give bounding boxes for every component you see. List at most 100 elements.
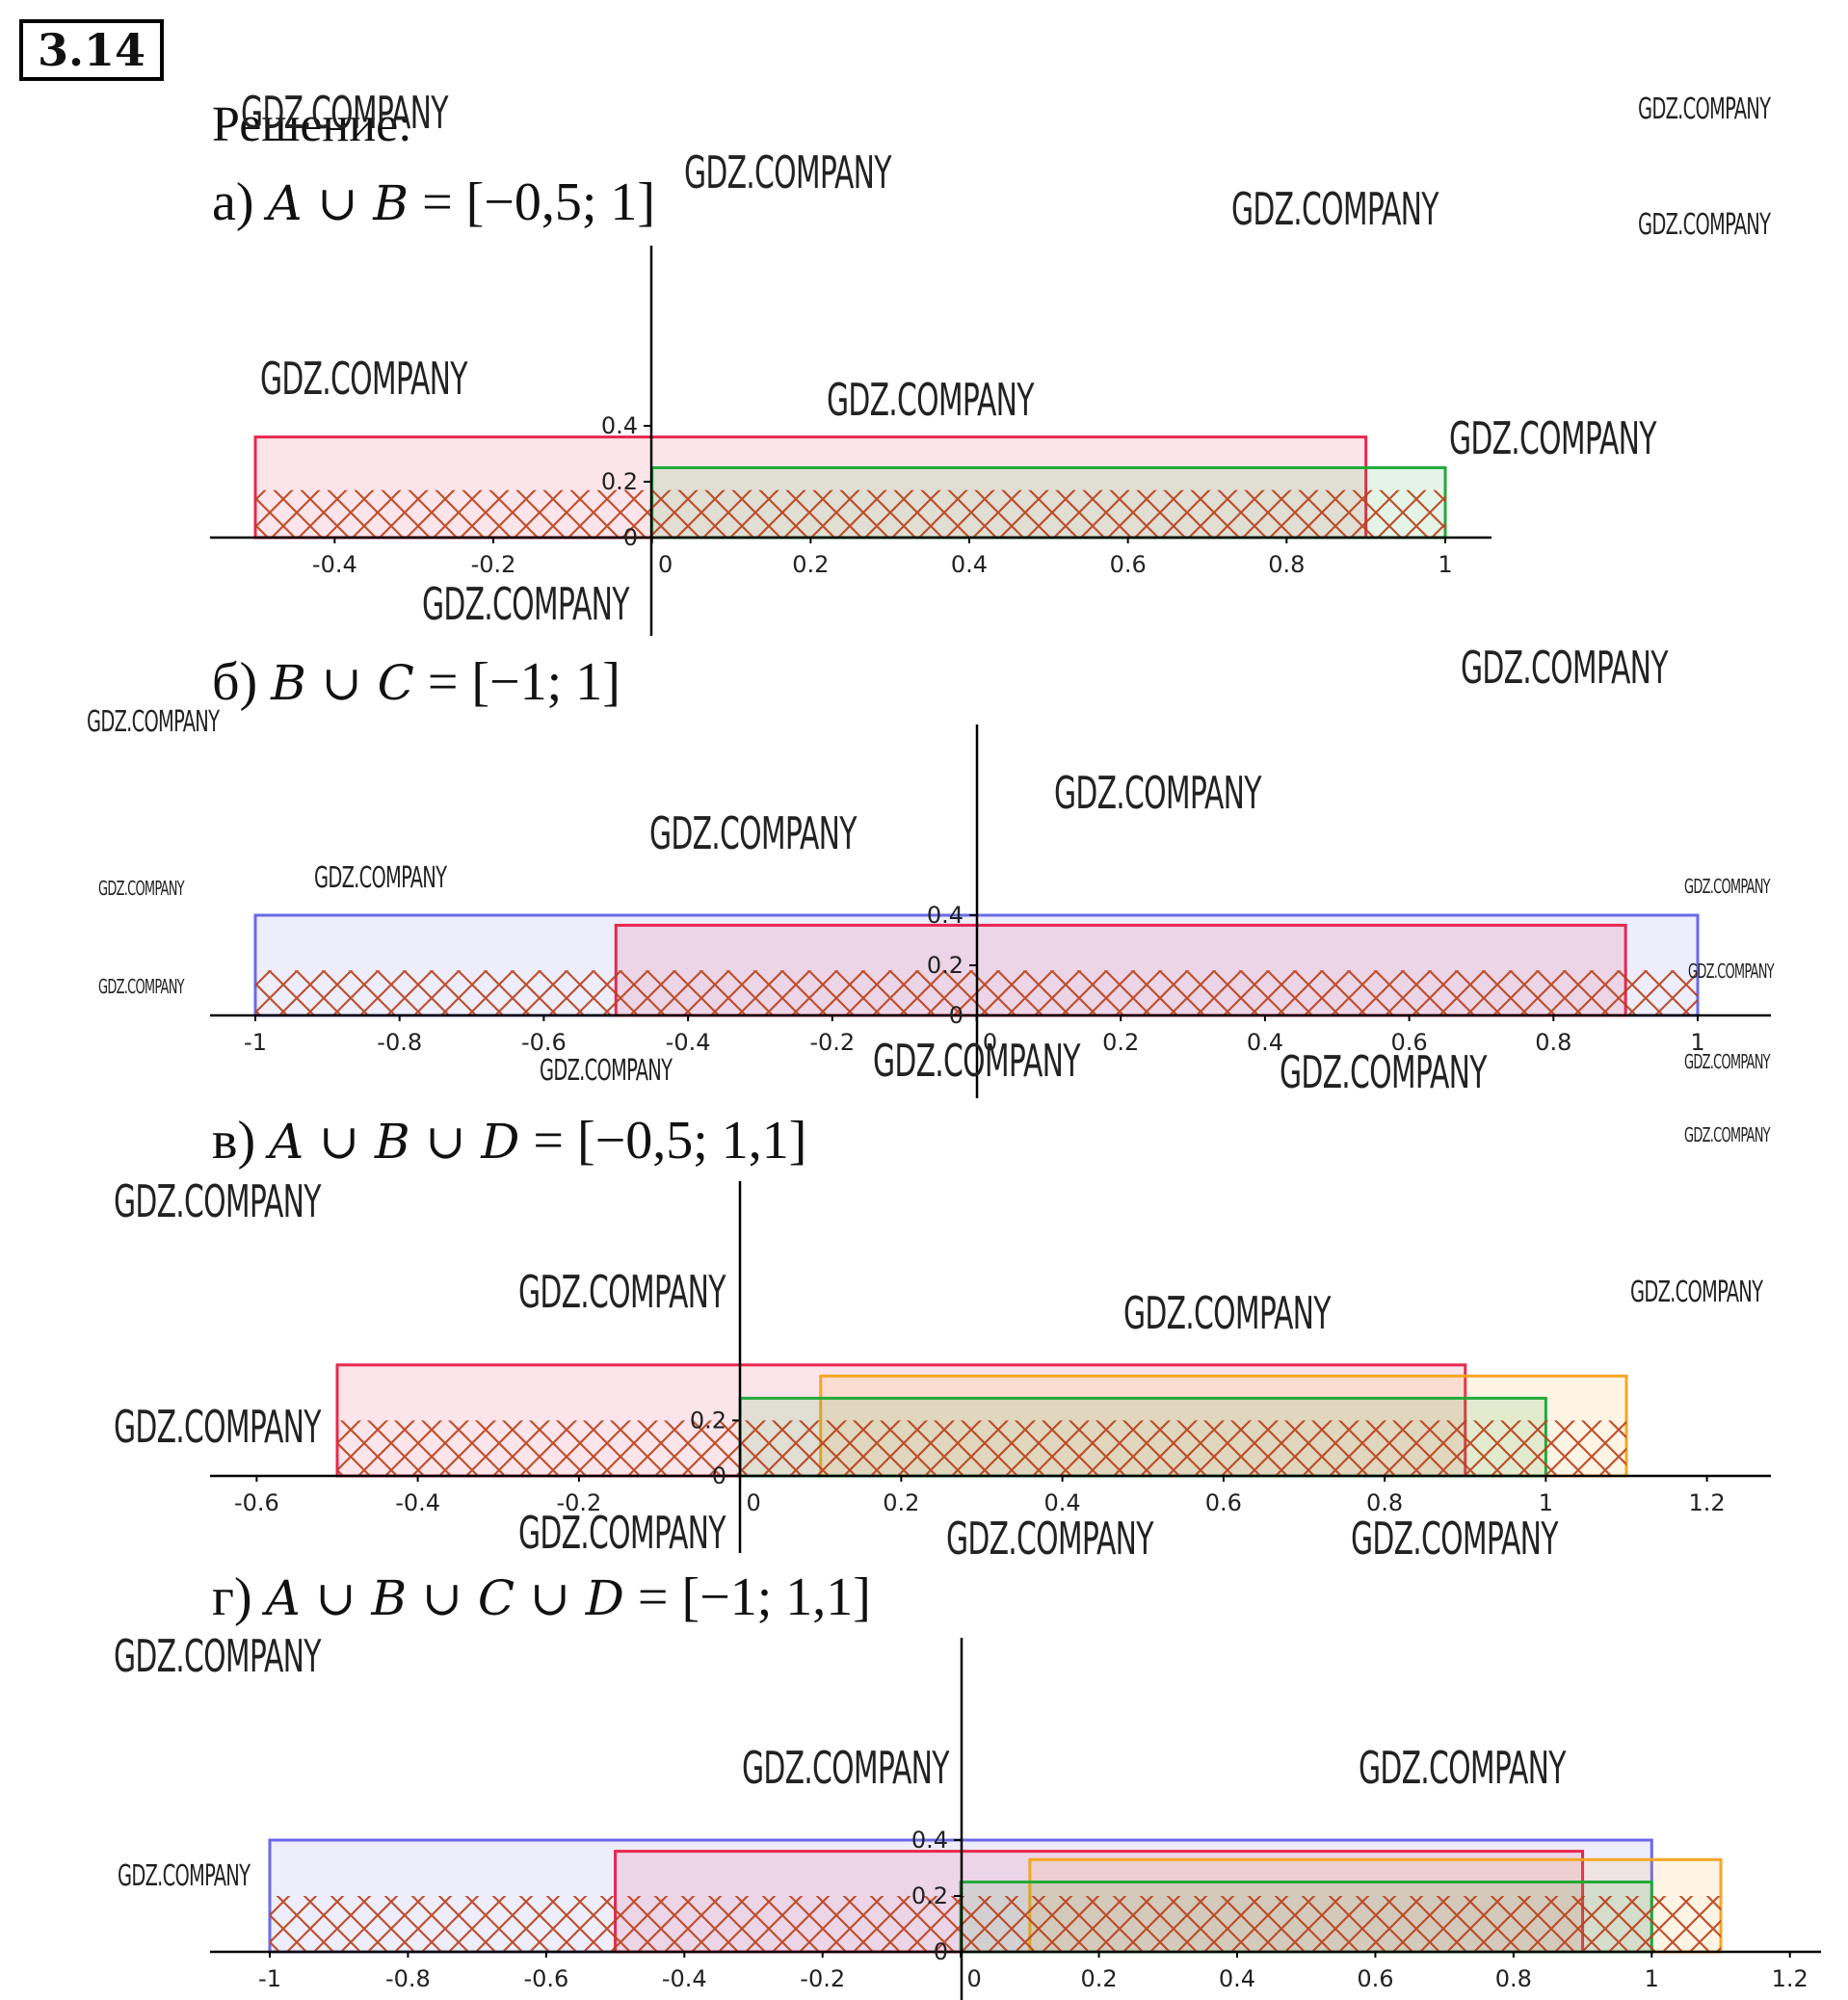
x-tick-label: 0	[983, 1029, 997, 1056]
y-tick-label: 0.2	[601, 468, 638, 495]
watermark: GDZ.COMPANY	[1123, 1287, 1331, 1339]
watermark: GDZ.COMPANY	[1461, 642, 1668, 694]
y-tick-label: 0.4	[927, 902, 964, 929]
x-tick-label: 1	[1539, 1489, 1553, 1516]
x-tick-label: 0.4	[951, 551, 988, 578]
x-tick-label: 0	[967, 1965, 982, 1992]
watermark: GDZ.COMPANY	[684, 146, 891, 198]
chart-panel-2: -0.6 -0.4 -0.2 0 0.2 0.4 0.6 0.8 1 1.2 0.2 0	[210, 1181, 1771, 1553]
chart-panel-1: -1 -0.8 -0.6 -0.4 -0.2 0 0.2 0.4 0.6 0.8 1 0.4 0.2 0	[210, 724, 1771, 1098]
x-tick-label: 0.6	[1357, 1965, 1393, 1992]
watermark: GDZ.COMPANY	[518, 1266, 726, 1318]
x-tick-label: -0.2	[800, 1965, 845, 1992]
x-tick-label: 0.8	[1535, 1029, 1571, 1056]
watermark: GDZ.COMPANY	[1054, 767, 1261, 819]
watermark: GDZ.COMPANY	[742, 1742, 949, 1794]
x-tick-label: -0.2	[471, 551, 516, 578]
answer-b-label: б)	[212, 652, 258, 712]
x-tick-label: 0.6	[1110, 551, 1147, 578]
answer-a-result: = [−0,5; 1]	[422, 172, 656, 232]
watermark: GDZ.COMPANY	[114, 1630, 321, 1682]
x-tick-label: -0.6	[234, 1489, 279, 1516]
union-hatch	[337, 1420, 1626, 1476]
watermark: GDZ.COMPANY	[1684, 1123, 1771, 1146]
x-tick-label: 1.2	[1772, 1965, 1808, 1992]
watermark: GDZ.COMPANY	[827, 374, 1034, 426]
answer-g-result: = [−1; 1,1]	[637, 1567, 871, 1627]
x-tick-label: -0.6	[521, 1029, 567, 1056]
x-tick-label: 1	[1645, 1965, 1659, 1992]
y-tick-label: 0	[949, 1002, 964, 1029]
chart-panel-3: -1 -0.8 -0.6 -0.4 -0.2 0 0.2 0.4 0.6 0.8 1 1.2 0.4 0.…	[210, 1638, 1821, 2000]
watermark: GDZ.COMPANY	[114, 1401, 321, 1453]
x-tick-label: -1	[258, 1965, 281, 1992]
y-tick-label: 0.2	[690, 1407, 726, 1434]
x-tick-label: 0.6	[1205, 1489, 1242, 1516]
watermark: GDZ.COMPANY	[649, 807, 857, 859]
x-tick-label: 0.2	[883, 1489, 919, 1516]
x-tick-label: 1	[1438, 551, 1452, 578]
x-tick-label: 0	[658, 551, 673, 578]
x-tick-label: -0.4	[395, 1489, 440, 1516]
x-tick-label: 0.8	[1366, 1489, 1403, 1516]
watermark: GDZ.COMPANY	[241, 87, 448, 139]
answer-v: в) A ∪ B ∪ D = [−0,5; 1,1]	[212, 1110, 806, 1171]
watermark: GDZ.COMPANY	[1280, 1046, 1487, 1098]
watermark: GDZ.COMPANY	[422, 578, 629, 630]
y-tick-label: 0	[712, 1462, 726, 1489]
solution-heading: Решение:	[212, 97, 412, 152]
x-tick-label: 0	[746, 1489, 760, 1516]
answer-a: а) A ∪ B = [−0,5; 1]	[212, 171, 655, 233]
watermark: GDZ.COMPANY	[260, 353, 467, 405]
watermark: GDZ.COMPANY	[314, 861, 447, 895]
union-hatch	[255, 489, 1445, 538]
watermark: GDZ.COMPANY	[873, 1035, 1080, 1087]
answer-b-expr: B ∪ C	[271, 655, 414, 711]
answer-v-label: в)	[212, 1111, 256, 1171]
answer-b-result: = [−1; 1]	[427, 652, 620, 712]
x-tick-label: -0.4	[662, 1965, 707, 1992]
x-tick-label: -0.2	[809, 1029, 855, 1056]
y-tick-label: 0	[934, 1938, 948, 1965]
watermark: GDZ.COMPANY	[1359, 1742, 1566, 1794]
watermark: GDZ.COMPANY	[114, 1175, 321, 1227]
watermark: GDZ.COMPANY	[1351, 1513, 1558, 1565]
x-tick-label: 1.2	[1689, 1489, 1726, 1516]
union-hatch	[270, 1896, 1721, 1952]
x-tick-label: 0.8	[1268, 551, 1305, 578]
x-tick-label: -0.8	[385, 1965, 431, 1992]
x-tick-label: -0.4	[666, 1029, 711, 1056]
answer-a-label: а)	[212, 172, 254, 232]
answer-v-expr: A ∪ B ∪ D	[269, 1114, 520, 1170]
x-tick-label: 0.4	[1219, 1965, 1255, 1992]
watermark: GDZ.COMPANY	[1638, 92, 1771, 126]
x-tick-label: 0.6	[1391, 1029, 1428, 1056]
answer-b: б) B ∪ C = [−1; 1]	[212, 651, 620, 713]
watermark: GDZ.COMPANY	[1688, 960, 1775, 983]
x-tick-label: -0.8	[377, 1029, 422, 1056]
x-tick-label: 0.4	[1044, 1489, 1081, 1516]
y-tick-label: 0.4	[911, 1827, 948, 1854]
x-tick-label: 0.2	[1080, 1965, 1117, 1992]
watermark: GDZ.COMPANY	[1684, 875, 1771, 898]
watermark: GDZ.COMPANY	[98, 975, 185, 998]
answer-v-result: = [−0,5; 1,1]	[533, 1111, 807, 1171]
chart-panel-0: -0.4 -0.2 0 0.2 0.4 0.6 0.8 1 0.4 0.2 0	[210, 246, 1492, 636]
x-tick-label: -0.4	[312, 551, 357, 578]
y-tick-label: 0.2	[911, 1882, 948, 1909]
answer-g: г) A ∪ B ∪ C ∪ D = [−1; 1,1]	[212, 1566, 871, 1628]
watermark: GDZ.COMPANY	[118, 1859, 251, 1893]
watermark: GDZ.COMPANY	[540, 1054, 673, 1088]
problem-number: 3.14	[19, 19, 164, 81]
watermark: GDZ.COMPANY	[946, 1513, 1153, 1565]
watermark: GDZ.COMPANY	[87, 705, 220, 739]
watermark: GDZ.COMPANY	[1231, 183, 1439, 235]
x-tick-label: 1	[1690, 1029, 1704, 1056]
watermark: GDZ.COMPANY	[1630, 1276, 1763, 1309]
watermark: GDZ.COMPANY	[1684, 1050, 1771, 1073]
x-tick-label: 0.4	[1247, 1029, 1283, 1056]
answer-g-expr: A ∪ B ∪ C ∪ D	[265, 1570, 624, 1626]
y-tick-label: 0	[623, 524, 638, 551]
watermark: GDZ.COMPANY	[98, 877, 185, 900]
